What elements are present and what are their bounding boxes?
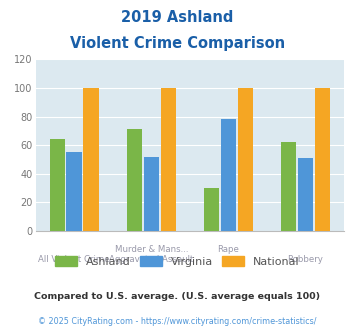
Bar xyxy=(221,119,236,231)
Text: Aggravated Assault: Aggravated Assault xyxy=(109,255,193,264)
Bar xyxy=(66,152,82,231)
Bar xyxy=(160,88,176,231)
Text: Robbery: Robbery xyxy=(288,255,323,264)
Text: Murder & Mans...: Murder & Mans... xyxy=(115,245,188,254)
Bar xyxy=(315,88,330,231)
Bar xyxy=(237,88,253,231)
Bar xyxy=(298,158,313,231)
Bar xyxy=(127,129,142,231)
Bar xyxy=(143,157,159,231)
Text: Compared to U.S. average. (U.S. average equals 100): Compared to U.S. average. (U.S. average … xyxy=(34,292,321,301)
Bar xyxy=(281,142,296,231)
Bar xyxy=(50,140,65,231)
Text: All Violent Crime: All Violent Crime xyxy=(38,255,110,264)
Text: 2019 Ashland: 2019 Ashland xyxy=(121,10,234,25)
Legend: Ashland, Virginia, National: Ashland, Virginia, National xyxy=(55,256,300,267)
Text: © 2025 CityRating.com - https://www.cityrating.com/crime-statistics/: © 2025 CityRating.com - https://www.city… xyxy=(38,317,317,326)
Bar xyxy=(83,88,99,231)
Bar xyxy=(204,188,219,231)
Text: Violent Crime Comparison: Violent Crime Comparison xyxy=(70,36,285,51)
Text: Rape: Rape xyxy=(218,245,239,254)
